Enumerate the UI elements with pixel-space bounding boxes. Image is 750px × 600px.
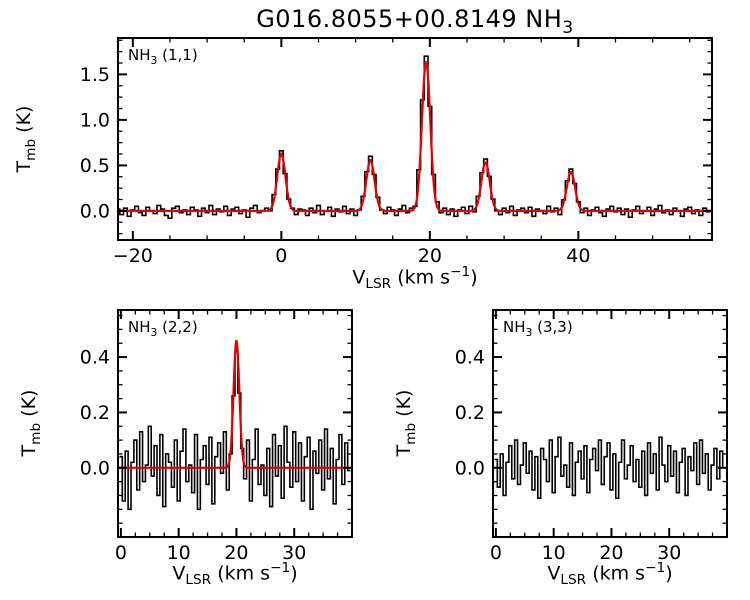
xlabel-sup: −1 xyxy=(450,263,471,280)
spectrum-data xyxy=(494,436,726,500)
x-tick-label: 20 xyxy=(418,245,442,267)
panel-label-nh3-22: NH3 (2,2) xyxy=(128,318,198,339)
x-tick-label: 20 xyxy=(599,542,623,564)
fit-curve xyxy=(118,61,712,212)
spectrum-data xyxy=(118,339,352,511)
panel-label-sub: 3 xyxy=(150,54,158,67)
x-tick-label: 10 xyxy=(167,542,191,564)
spectrum-data xyxy=(118,55,712,219)
x-tick-label: 30 xyxy=(282,542,306,564)
xlabel-sub: LSR xyxy=(560,572,587,589)
ylabel-bottom-right-panel: Tmb (K) xyxy=(393,390,419,457)
xlabel-top-panel: VLSR (km s−1) xyxy=(352,264,477,292)
y-tick-label: 1.5 xyxy=(80,64,110,86)
plot-frame xyxy=(492,309,728,538)
xlabel-bottom-right-panel: VLSR (km s−1) xyxy=(547,560,672,588)
y-tick-label: 0.0 xyxy=(80,200,110,222)
panel-label-rest: (3,3) xyxy=(532,318,573,336)
panel-label-nh3-33: NH3 (3,3) xyxy=(503,318,573,339)
ylabel-text: T xyxy=(18,444,41,457)
panel-nh3-11: −20 0 20 40 0.0 0.5 1.0 1.5 xyxy=(80,37,713,267)
panel-label-sub: 3 xyxy=(525,326,533,339)
figure-title: G016.8055+00.8149 NH3 xyxy=(118,5,712,38)
ylabel-text: T xyxy=(393,444,416,457)
xlabel-text: V xyxy=(172,562,186,585)
panel-label-sub: 3 xyxy=(150,326,158,339)
ylabel-top-panel: Tmb (K) xyxy=(13,106,39,173)
y-tick-label: 0.2 xyxy=(455,402,485,424)
x-tick-label: 20 xyxy=(224,542,248,564)
xlabel-bottom-left-panel: VLSR (km s−1) xyxy=(172,560,297,588)
xlabel-sup: −1 xyxy=(645,559,666,576)
tick-labels: 0 10 20 30 0.0 0.2 0.4 xyxy=(455,347,682,564)
tick-labels: 0 10 20 30 0.0 0.2 0.4 xyxy=(80,347,307,564)
ylabel-text: T xyxy=(13,160,36,173)
tick-labels: −20 0 20 40 0.0 0.5 1.0 1.5 xyxy=(80,64,591,267)
y-tick-label: 0.4 xyxy=(80,347,110,369)
x-tick-label: −20 xyxy=(113,245,153,267)
title-text: G016.8055+00.8149 NH xyxy=(256,5,563,33)
y-tick-label: 0.4 xyxy=(455,347,485,369)
xlabel-end: ) xyxy=(470,266,478,289)
xlabel-end: ) xyxy=(665,562,673,585)
plot-frame xyxy=(117,309,353,538)
plot-frame xyxy=(117,37,713,241)
x-tick-label: 40 xyxy=(566,245,590,267)
axis-ticks xyxy=(493,310,728,538)
panel-label-text: NH xyxy=(128,46,151,64)
ylabel-rest: (K) xyxy=(18,389,41,423)
spectrum-trace xyxy=(118,55,711,219)
xlabel-text: V xyxy=(352,266,366,289)
panel-label-rest: (2,2) xyxy=(157,318,198,336)
xlabel-sub: LSR xyxy=(185,572,212,589)
xlabel-mid: (km s xyxy=(391,266,451,289)
y-tick-label: 0.2 xyxy=(80,402,110,424)
panel-nh3-33: 0 10 20 30 0.0 0.2 0.4 xyxy=(455,309,728,564)
x-tick-label: 0 xyxy=(275,245,287,267)
title-subscript: 3 xyxy=(562,17,574,38)
xlabel-mid: (km s xyxy=(586,562,646,585)
y-tick-label: 1.0 xyxy=(80,109,110,131)
panel-label-text: NH xyxy=(128,318,151,336)
panel-label-rest: (1,1) xyxy=(157,46,198,64)
axis-ticks xyxy=(118,38,712,240)
xlabel-sub: LSR xyxy=(365,276,392,293)
ylabel-sub: mb xyxy=(27,422,44,445)
xlabel-sup: −1 xyxy=(270,559,291,576)
xlabel-mid: (km s xyxy=(211,562,271,585)
ylabel-rest: (K) xyxy=(13,105,36,139)
xlabel-text: V xyxy=(547,562,561,585)
panel-nh3-22: 0 10 20 30 0.0 0.2 0.4 xyxy=(80,309,353,564)
fit-curve xyxy=(118,339,352,469)
spectrum-trace xyxy=(494,436,726,500)
panel-label-text: NH xyxy=(503,318,526,336)
ylabel-rest: (K) xyxy=(393,389,416,423)
ylabel-sub: mb xyxy=(22,138,39,161)
x-tick-label: 10 xyxy=(542,542,566,564)
x-tick-label: 30 xyxy=(657,542,681,564)
ylabel-bottom-left-panel: Tmb (K) xyxy=(18,390,44,457)
panel-label-nh3-11: NH3 (1,1) xyxy=(128,46,198,67)
y-tick-label: 0.5 xyxy=(80,155,110,177)
y-tick-label: 0.0 xyxy=(455,457,485,479)
y-tick-label: 0.0 xyxy=(80,457,110,479)
x-tick-label: 0 xyxy=(115,542,127,564)
ylabel-sub: mb xyxy=(402,422,419,445)
x-tick-label: 0 xyxy=(490,542,502,564)
xlabel-end: ) xyxy=(290,562,298,585)
